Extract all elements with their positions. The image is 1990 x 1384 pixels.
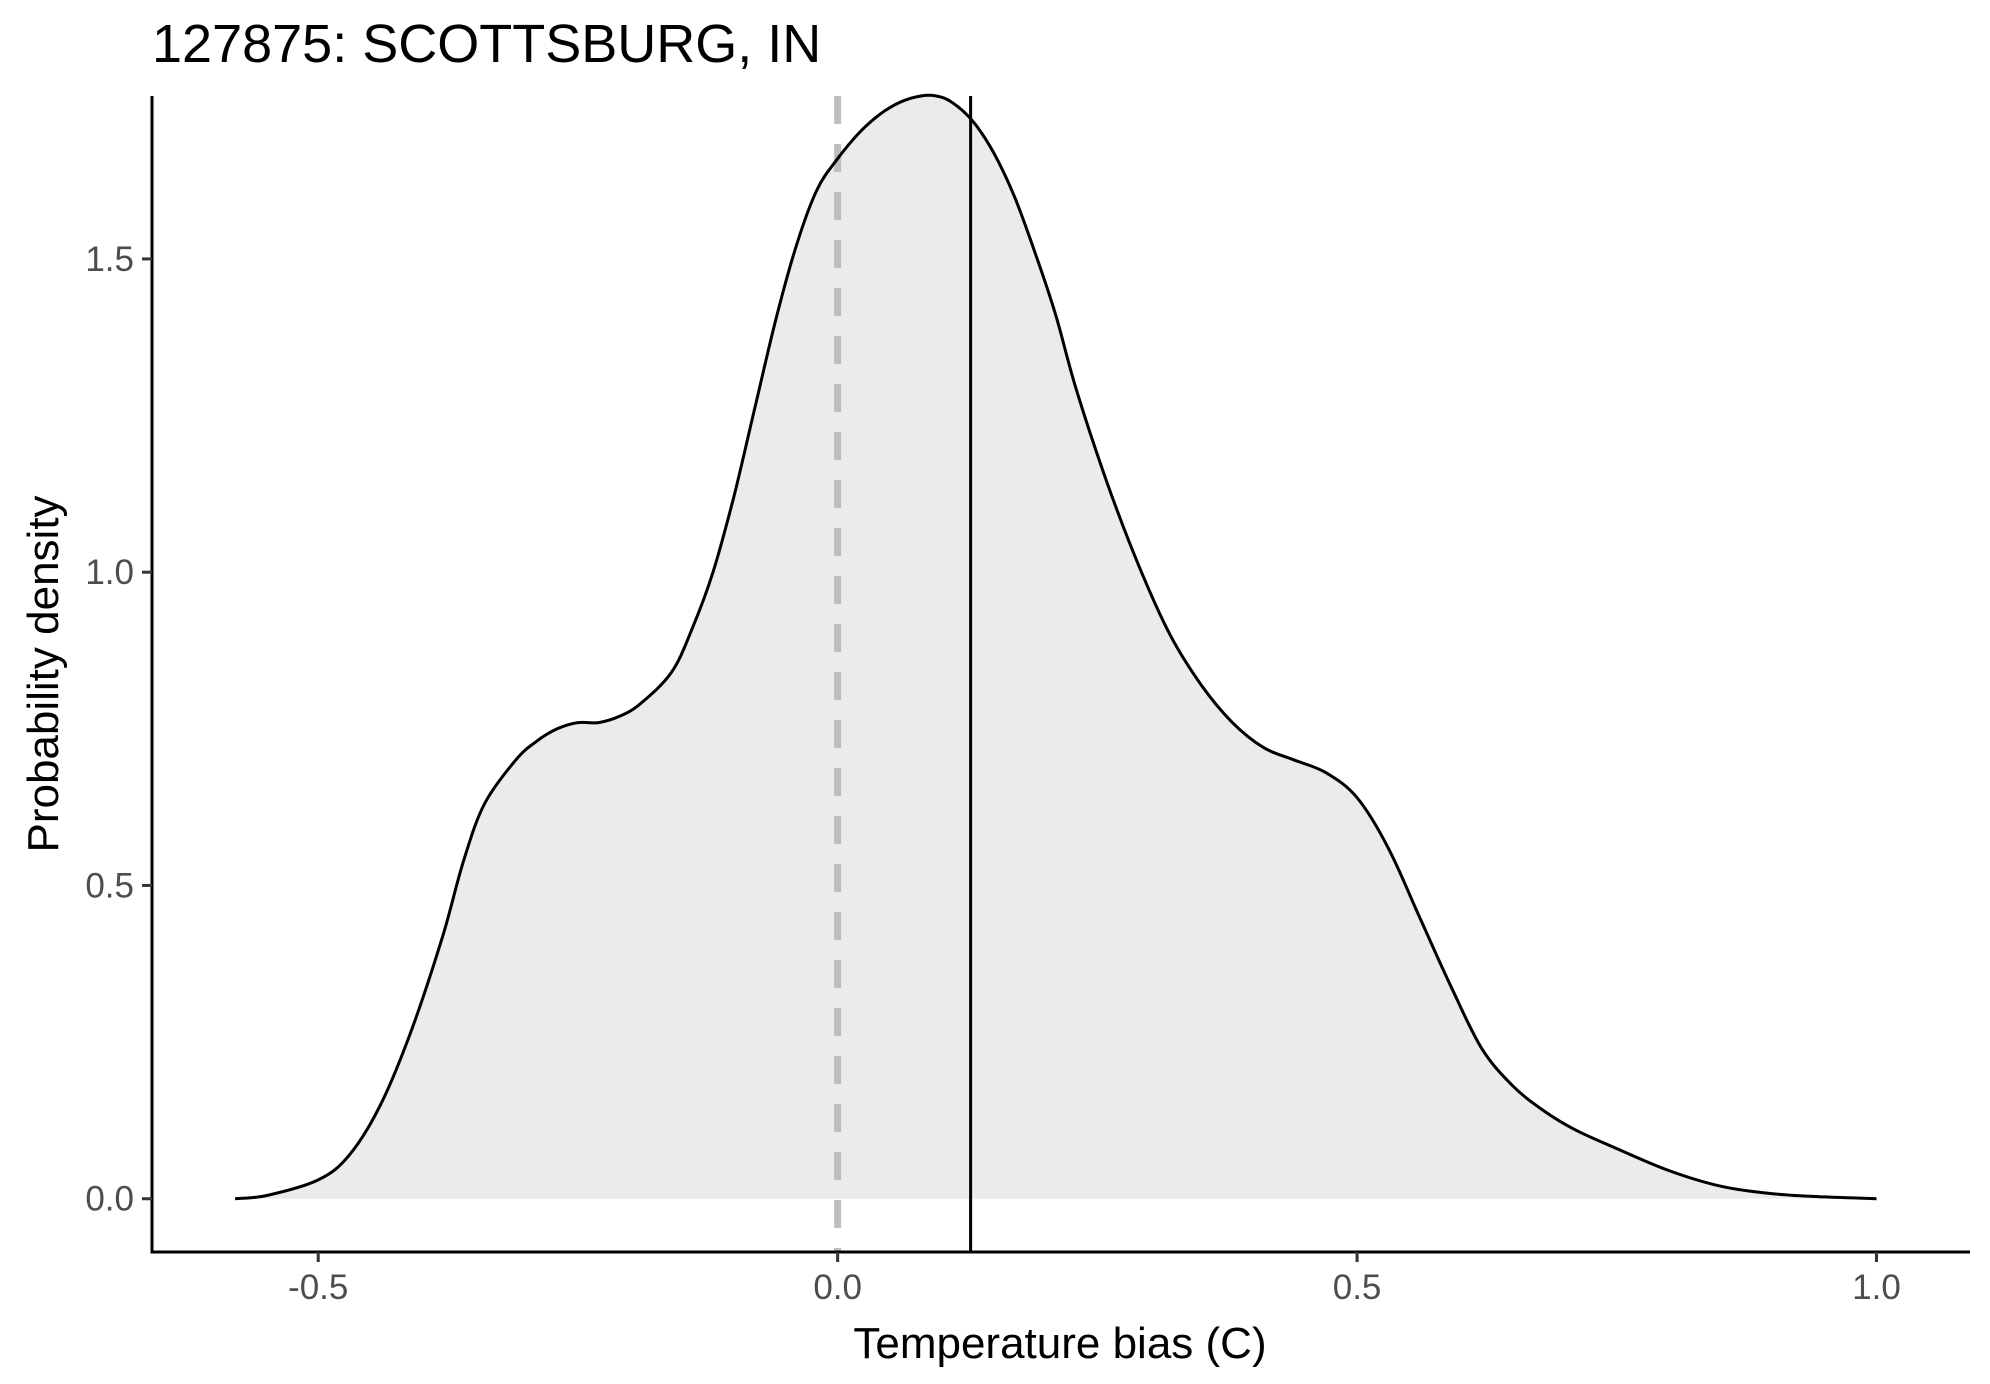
x-axis-ticks: -0.5 0.0 0.5 1.0 bbox=[288, 1252, 1901, 1307]
x-tick-label: -0.5 bbox=[288, 1268, 348, 1307]
x-tick-label: 0.0 bbox=[813, 1268, 862, 1307]
y-tick-label: 0.5 bbox=[85, 866, 134, 905]
x-axis-label: Temperature bias (C) bbox=[853, 1319, 1266, 1368]
y-tick-label: 1.0 bbox=[85, 553, 134, 592]
plot-area bbox=[234, 93, 1877, 1252]
density-area bbox=[235, 95, 1877, 1199]
y-axis-label: Probability density bbox=[19, 495, 68, 852]
y-axis-ticks: 0.0 0.5 1.0 1.5 bbox=[85, 240, 152, 1219]
x-tick-label: 1.0 bbox=[1852, 1268, 1901, 1307]
density-curve bbox=[234, 93, 1877, 1201]
x-tick-label: 0.5 bbox=[1333, 1268, 1382, 1307]
y-tick-label: 1.5 bbox=[85, 240, 134, 279]
y-tick-label: 0.0 bbox=[85, 1180, 134, 1219]
chart-title: 127875: SCOTTSBURG, IN bbox=[152, 14, 821, 74]
